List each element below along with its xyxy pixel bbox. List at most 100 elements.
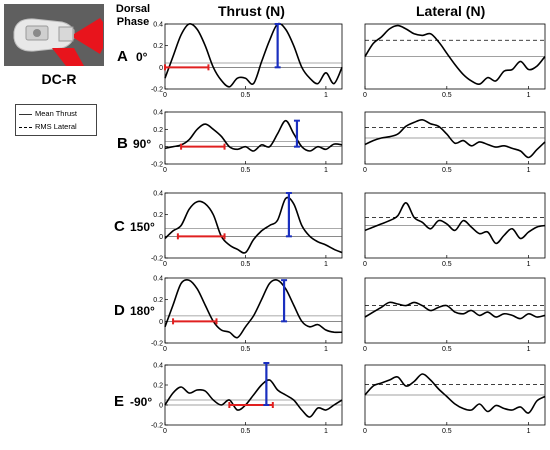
- x-tick-label: 0.5: [442, 167, 452, 174]
- legend-item-mean-thrust: Mean Thrust: [19, 109, 77, 118]
- data-curve: [164, 22, 343, 88]
- legend: Mean Thrust RMS Lateral: [15, 104, 97, 136]
- x-tick-label: 1: [324, 92, 328, 99]
- data-curve: [364, 301, 546, 320]
- data-curve: [164, 379, 343, 418]
- y-tick-label: 0: [159, 319, 163, 326]
- data-curve: [364, 202, 546, 245]
- x-tick-label: 1: [527, 261, 531, 268]
- x-tick-label: 0.5: [241, 346, 251, 353]
- row-letter-e: E: [114, 393, 125, 410]
- y-tick-label: -0.2: [151, 423, 163, 430]
- phase-label: Phase: [116, 16, 150, 28]
- x-tick-label: 0: [363, 92, 367, 99]
- lateral-column-title: Lateral (N): [416, 3, 486, 19]
- row-phase-a: 0°: [136, 50, 148, 64]
- x-tick-label: 1: [324, 167, 328, 174]
- dashed-line-swatch-icon: [19, 126, 32, 128]
- row-letter-c: C: [114, 218, 125, 235]
- y-tick-label: 0.4: [153, 276, 163, 283]
- x-tick-label: 0.5: [241, 261, 251, 268]
- x-tick-label: 1: [324, 346, 328, 353]
- dorsal-phase-header: Dorsal Phase: [110, 3, 156, 29]
- y-tick-label: -0.2: [151, 341, 163, 348]
- robot-model-image: [4, 4, 104, 66]
- y-tick-label: -0.2: [151, 256, 163, 263]
- chart-thrust-D: 0 0.5 1-0.200.20.4: [151, 276, 343, 353]
- x-tick-label: 0: [163, 346, 167, 353]
- data-curve: [164, 196, 343, 254]
- x-tick-label: 0.5: [241, 167, 251, 174]
- x-tick-label: 0.5: [442, 346, 452, 353]
- x-tick-label: 1: [324, 428, 328, 435]
- dorsal-label: Dorsal: [115, 3, 151, 15]
- x-tick-label: 1: [527, 167, 531, 174]
- x-tick-label: 0.5: [442, 92, 452, 99]
- x-tick-label: 0.5: [442, 428, 452, 435]
- chart-lateral-C: 0 0.5 1: [363, 192, 546, 268]
- x-tick-label: 0: [163, 92, 167, 99]
- x-tick-label: 0: [163, 167, 167, 174]
- x-tick-label: 0: [363, 261, 367, 268]
- thrust-column-title: Thrust (N): [218, 3, 285, 19]
- row-letter-d: D: [114, 302, 125, 319]
- y-tick-label: 0: [159, 65, 163, 72]
- y-tick-label: 0.4: [153, 110, 163, 117]
- y-tick-label: 0: [159, 403, 163, 410]
- y-tick-label: 0.4: [153, 363, 163, 370]
- chart-thrust-C: 0 0.5 1-0.200.20.4: [151, 191, 343, 268]
- data-curve: [364, 24, 546, 85]
- data-curve: [164, 278, 343, 339]
- y-tick-label: 0.2: [153, 297, 163, 304]
- x-tick-label: 0.5: [241, 92, 251, 99]
- x-tick-label: 0.5: [241, 428, 251, 435]
- data-curve: [164, 119, 343, 152]
- x-tick-label: 0: [363, 167, 367, 174]
- plot-frame: [164, 192, 343, 259]
- y-tick-label: 0.2: [153, 212, 163, 219]
- row-phase-b: 90°: [133, 137, 152, 151]
- x-tick-label: 0.5: [442, 261, 452, 268]
- plot-frame: [164, 277, 343, 344]
- chart-thrust-B: 0 0.5 1-0.200.20.4: [151, 110, 343, 174]
- plot-frame: [164, 111, 343, 165]
- x-tick-label: 1: [527, 428, 531, 435]
- y-tick-label: -0.2: [151, 87, 163, 94]
- chart-thrust-A: 0 0.5 1-0.200.20.4: [151, 22, 343, 99]
- x-tick-label: 1: [527, 92, 531, 99]
- data-curve: [364, 118, 546, 159]
- solid-line-swatch-icon: [19, 113, 32, 115]
- chart-lateral-E: 0 0.5 1: [363, 364, 546, 435]
- x-tick-label: 0: [363, 346, 367, 353]
- row-phase-c: 150°: [130, 220, 155, 234]
- y-tick-label: 0: [159, 234, 163, 241]
- plot-frame: [164, 23, 343, 90]
- row-phase-e: -90°: [130, 395, 153, 409]
- model-label: DC-R: [41, 71, 77, 87]
- y-tick-label: 0.2: [153, 43, 163, 50]
- x-tick-label: 0: [363, 428, 367, 435]
- legend-label-rms-lateral: RMS Lateral: [35, 122, 77, 131]
- chart-lateral-B: 0 0.5 1: [363, 111, 546, 174]
- x-tick-label: 0: [163, 261, 167, 268]
- y-tick-label: -0.2: [151, 162, 163, 169]
- y-tick-label: 0: [159, 144, 163, 151]
- legend-item-rms-lateral: RMS Lateral: [19, 122, 77, 131]
- y-tick-label: 0.2: [153, 127, 163, 134]
- row-letter-b: B: [117, 135, 128, 152]
- x-tick-label: 0: [163, 428, 167, 435]
- chart-thrust-E: 0 0.5 1-0.200.20.4: [151, 362, 343, 435]
- chart-lateral-D: 0 0.5 1: [363, 277, 546, 353]
- plot-frame: [164, 364, 343, 426]
- row-letter-a: A: [117, 48, 128, 65]
- row-phase-d: 180°: [130, 304, 155, 318]
- data-curve: [364, 373, 546, 414]
- y-tick-label: 0.4: [153, 191, 163, 198]
- x-tick-label: 1: [527, 346, 531, 353]
- x-tick-label: 1: [324, 261, 328, 268]
- y-tick-label: 0.2: [153, 383, 163, 390]
- legend-label-mean-thrust: Mean Thrust: [35, 109, 77, 118]
- chart-lateral-A: 0 0.5 1: [363, 23, 546, 99]
- y-tick-label: 0.4: [153, 22, 163, 29]
